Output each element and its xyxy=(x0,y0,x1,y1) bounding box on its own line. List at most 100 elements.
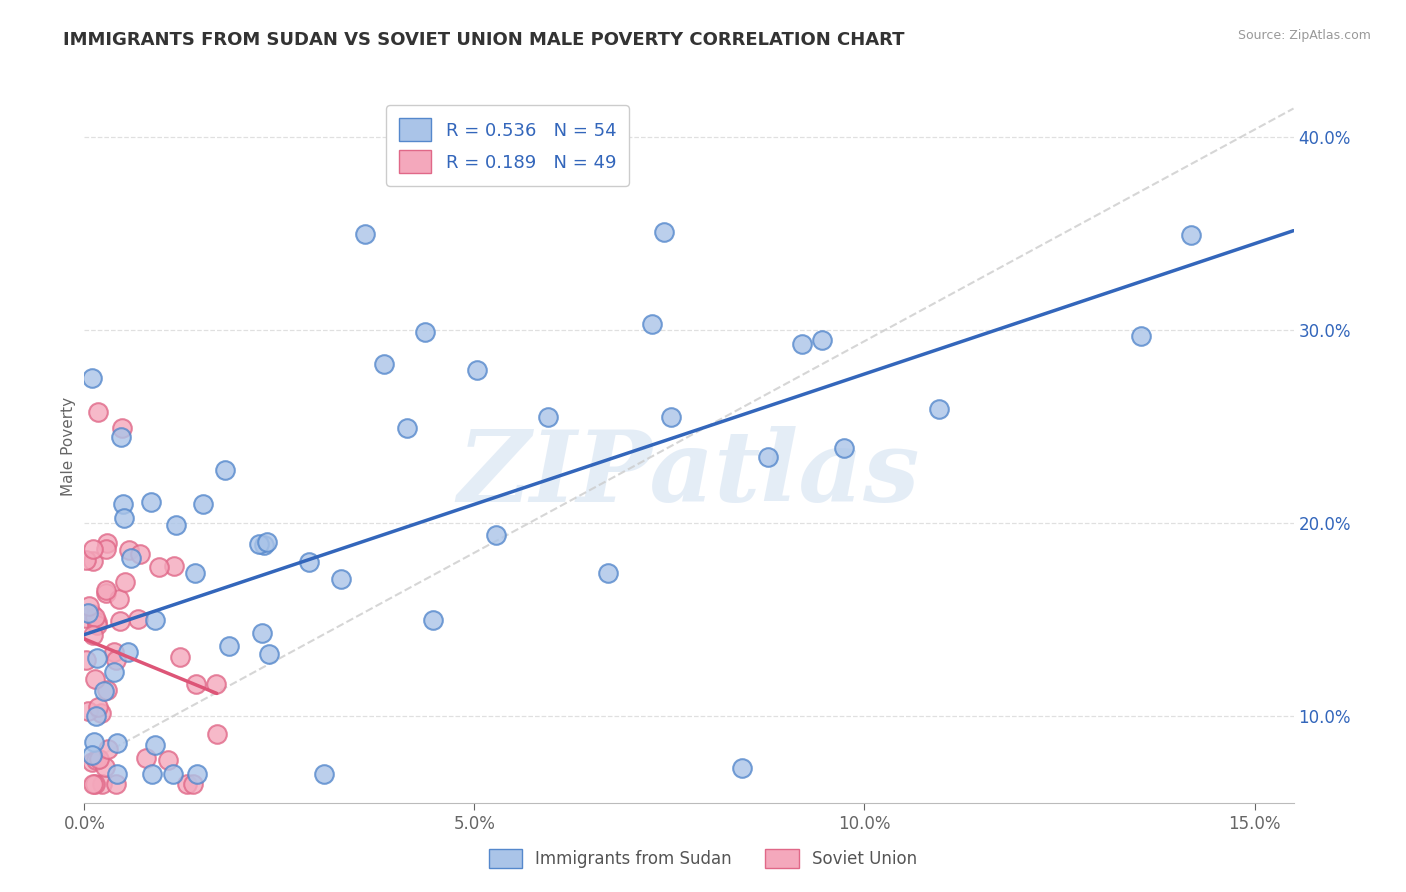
Point xyxy=(94,760,117,774)
Point xyxy=(108,591,131,606)
Point xyxy=(641,317,664,331)
Point xyxy=(214,463,236,477)
Point xyxy=(162,767,184,781)
Point xyxy=(661,410,683,425)
Point xyxy=(422,613,444,627)
Point xyxy=(84,709,107,723)
Point xyxy=(118,542,141,557)
Point xyxy=(83,609,105,624)
Point xyxy=(82,541,104,556)
Point xyxy=(103,665,125,680)
Point xyxy=(143,613,166,627)
Point xyxy=(114,574,136,589)
Point xyxy=(77,599,100,613)
Point xyxy=(82,755,104,769)
Point xyxy=(298,555,321,569)
Point xyxy=(82,371,104,385)
Point xyxy=(413,326,436,340)
Point xyxy=(354,227,377,241)
Point xyxy=(108,614,131,628)
Point xyxy=(169,649,191,664)
Point xyxy=(82,747,104,762)
Point xyxy=(176,776,198,790)
Point xyxy=(314,767,336,781)
Point xyxy=(82,607,104,621)
Point xyxy=(75,553,97,567)
Legend: Immigrants from Sudan, Soviet Union: Immigrants from Sudan, Soviet Union xyxy=(482,842,924,875)
Point xyxy=(598,566,620,580)
Point xyxy=(537,409,560,424)
Point xyxy=(186,767,208,781)
Point xyxy=(93,684,115,698)
Point xyxy=(141,767,163,781)
Point xyxy=(184,676,207,690)
Point xyxy=(83,673,105,687)
Point xyxy=(127,612,149,626)
Point xyxy=(90,776,112,790)
Point xyxy=(83,735,105,749)
Point xyxy=(756,450,779,464)
Point xyxy=(96,536,118,550)
Point xyxy=(110,430,132,444)
Point xyxy=(104,652,127,666)
Point xyxy=(82,628,104,642)
Point xyxy=(120,551,142,566)
Point xyxy=(94,583,117,598)
Point xyxy=(83,776,105,790)
Point xyxy=(141,494,163,508)
Point xyxy=(257,648,280,662)
Point xyxy=(87,700,110,714)
Point xyxy=(928,401,950,416)
Point xyxy=(107,767,129,781)
Point xyxy=(97,742,120,756)
Point xyxy=(157,753,180,767)
Point xyxy=(395,420,418,434)
Point xyxy=(86,651,108,665)
Y-axis label: Male Poverty: Male Poverty xyxy=(60,396,76,496)
Point xyxy=(252,625,274,640)
Legend: R = 0.536   N = 54, R = 0.189   N = 49: R = 0.536 N = 54, R = 0.189 N = 49 xyxy=(387,105,628,186)
Point xyxy=(373,357,395,371)
Point xyxy=(465,363,488,377)
Point xyxy=(82,776,104,790)
Point xyxy=(135,751,157,765)
Point xyxy=(77,704,100,718)
Point xyxy=(128,547,150,561)
Point xyxy=(75,653,97,667)
Point xyxy=(87,752,110,766)
Point xyxy=(163,558,186,573)
Point xyxy=(143,738,166,752)
Point xyxy=(84,753,107,767)
Point xyxy=(112,510,135,524)
Point xyxy=(183,566,205,580)
Point xyxy=(485,528,508,542)
Point xyxy=(96,683,118,698)
Point xyxy=(247,537,270,551)
Point xyxy=(107,736,129,750)
Point xyxy=(811,333,834,347)
Point xyxy=(832,441,855,455)
Point xyxy=(1180,227,1202,242)
Point xyxy=(1130,329,1153,343)
Point xyxy=(330,572,353,586)
Point xyxy=(117,645,139,659)
Point xyxy=(82,554,104,568)
Point xyxy=(77,606,100,620)
Point xyxy=(205,726,228,740)
Point xyxy=(191,497,214,511)
Point xyxy=(86,618,108,632)
Point xyxy=(111,421,134,435)
Point xyxy=(252,538,274,552)
Point xyxy=(112,498,135,512)
Text: IMMIGRANTS FROM SUDAN VS SOVIET UNION MALE POVERTY CORRELATION CHART: IMMIGRANTS FROM SUDAN VS SOVIET UNION MA… xyxy=(63,31,905,49)
Point xyxy=(148,560,170,574)
Point xyxy=(103,645,125,659)
Point xyxy=(731,761,754,775)
Point xyxy=(87,405,110,419)
Point xyxy=(90,706,112,720)
Point xyxy=(86,615,108,630)
Point xyxy=(218,639,240,653)
Point xyxy=(205,677,228,691)
Point xyxy=(652,225,675,239)
Point xyxy=(256,534,278,549)
